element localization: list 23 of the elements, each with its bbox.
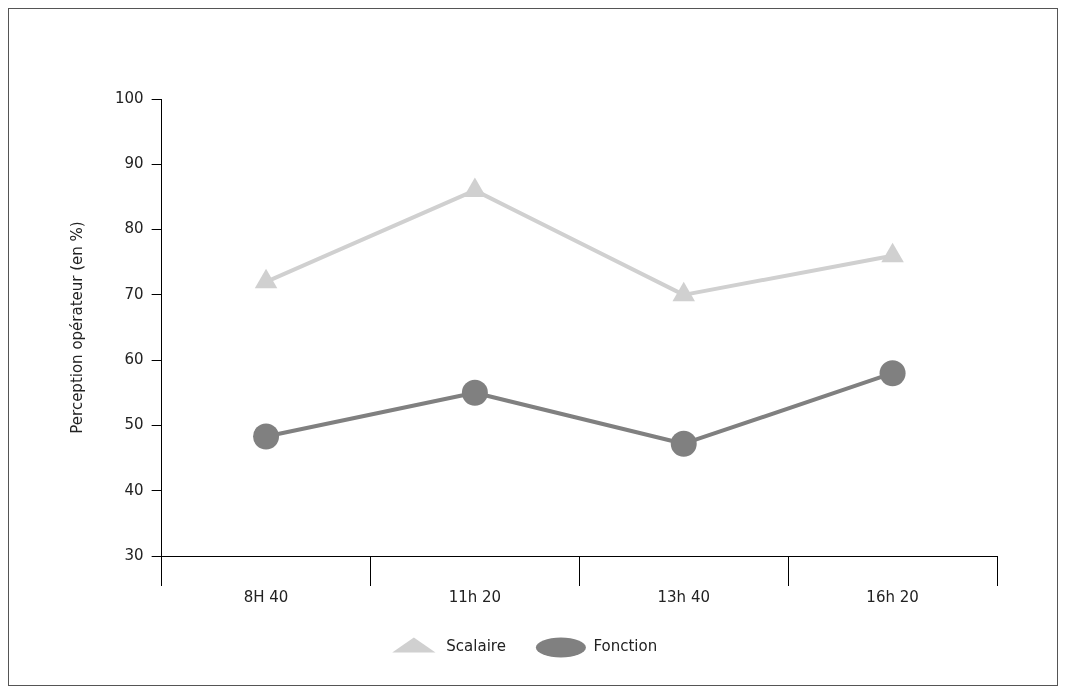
x-tick-label: 16h 20 <box>866 587 919 606</box>
y-axis-title: Perception opérateur (en %) <box>67 221 86 434</box>
legend-label: Scalaire <box>446 637 506 656</box>
y-tick-label: 80 <box>124 219 144 238</box>
point <box>254 268 278 289</box>
point <box>463 177 487 197</box>
y-tick-label: 90 <box>124 154 144 173</box>
point <box>461 379 488 406</box>
y-tick-label: 50 <box>124 415 144 434</box>
point <box>881 242 904 263</box>
x-tick-label: 11h 20 <box>448 587 502 606</box>
y-tick-label: 100 <box>114 88 144 107</box>
y-tick-label: 30 <box>124 545 144 564</box>
y-tick-label: 60 <box>124 350 144 369</box>
x-tick-label: 8H 40 <box>243 587 289 606</box>
point <box>670 430 697 457</box>
x-tick-label: 13h 40 <box>657 587 710 606</box>
y-tick-label: 40 <box>124 480 144 499</box>
point <box>253 423 280 450</box>
legend-label: Fonction <box>593 637 658 656</box>
y-tick-label: 70 <box>124 284 144 303</box>
point <box>879 360 906 387</box>
point <box>672 281 695 302</box>
